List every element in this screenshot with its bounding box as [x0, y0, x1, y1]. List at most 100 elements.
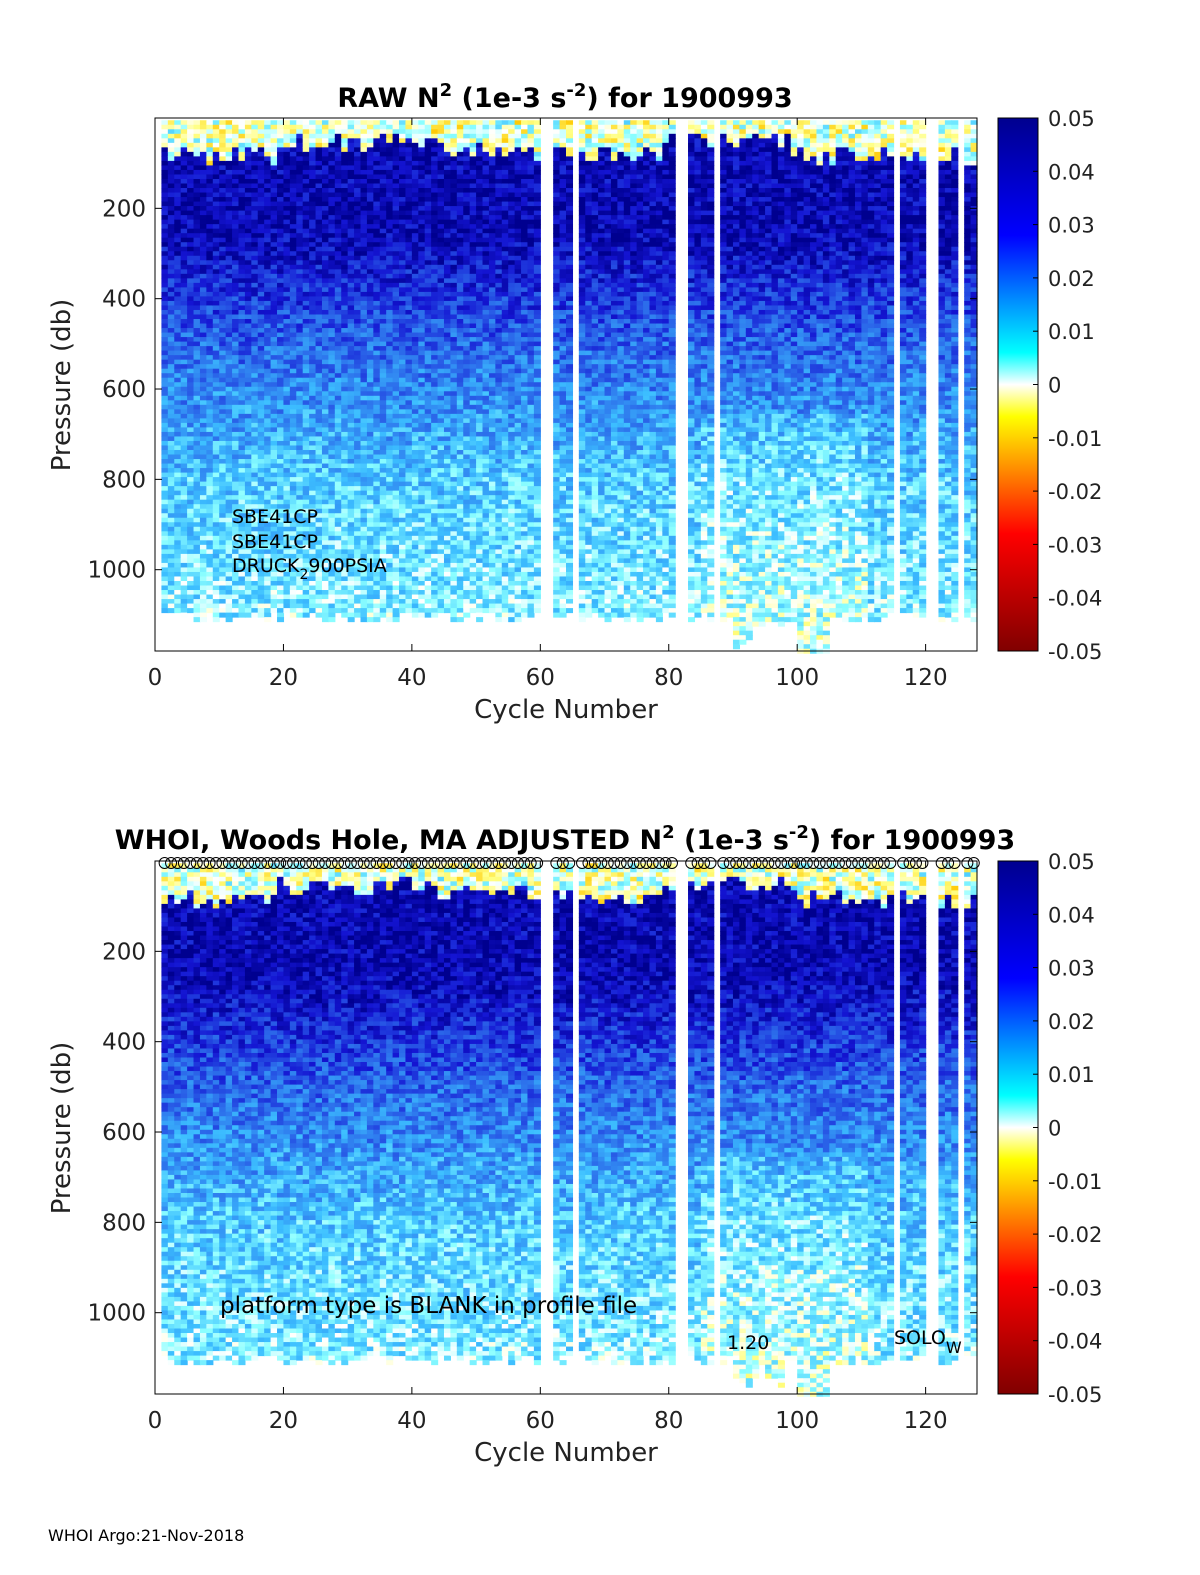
heatmap-cell [251, 508, 259, 514]
heatmap-cell [399, 526, 407, 532]
heatmap-cell [302, 278, 310, 284]
heatmap-cell [296, 233, 304, 239]
heatmap-cell [321, 463, 329, 469]
heatmap-cell [399, 499, 407, 505]
heatmap-cell [244, 264, 252, 270]
heatmap-cell [167, 197, 175, 203]
heatmap-cell [437, 499, 445, 505]
heatmap-cell [219, 219, 227, 225]
heatmap-cell [187, 224, 195, 230]
heatmap-cell [219, 350, 227, 356]
heatmap-cell [193, 422, 201, 428]
heatmap-cell [309, 440, 317, 446]
heatmap-cell [180, 368, 188, 374]
heatmap-cell [180, 608, 188, 614]
heatmap-cell [321, 133, 329, 139]
heatmap-cell [225, 594, 233, 600]
heatmap-cell [283, 291, 291, 297]
heatmap-cell [328, 599, 336, 605]
heatmap-cell [321, 377, 329, 383]
heatmap-cell [232, 282, 240, 288]
heatmap-cell [167, 138, 175, 144]
heatmap-cell [302, 445, 310, 451]
heatmap-cell [315, 147, 323, 153]
heatmap-cell [399, 364, 407, 370]
heatmap-cell [354, 156, 362, 162]
heatmap-cell [443, 567, 451, 573]
heatmap-cell [302, 314, 310, 320]
heatmap-cell [180, 540, 188, 546]
heatmap-cell [161, 567, 169, 573]
heatmap-cell [167, 440, 175, 446]
heatmap-cell [328, 549, 336, 555]
heatmap-cell [315, 544, 323, 550]
heatmap-cell [399, 409, 407, 415]
heatmap-cell [167, 544, 175, 550]
heatmap-cell [219, 495, 227, 501]
heatmap-cell [257, 296, 265, 302]
heatmap-cell [341, 296, 349, 302]
heatmap-cell [232, 296, 240, 302]
heatmap-cell [379, 445, 387, 451]
heatmap-cell [251, 431, 259, 437]
heatmap-cell [405, 599, 413, 605]
heatmap-cell [206, 355, 214, 361]
heatmap-cell [386, 273, 394, 279]
heatmap-cell [418, 404, 426, 410]
heatmap-cell [277, 373, 285, 379]
heatmap-cell [277, 513, 285, 519]
heatmap-cell [251, 314, 259, 320]
heatmap-cell [244, 413, 252, 419]
heatmap-cell [199, 260, 207, 266]
heatmap-cell [354, 224, 362, 230]
heatmap-cell [379, 490, 387, 496]
heatmap-cell [405, 580, 413, 587]
heatmap-cell [347, 337, 355, 343]
heatmap-cell [354, 522, 362, 528]
heatmap-cell [193, 142, 201, 148]
heatmap-cell [315, 413, 323, 419]
heatmap-cell [431, 260, 439, 266]
heatmap-cell [161, 481, 169, 487]
heatmap-cell [418, 129, 426, 135]
heatmap-cell [289, 255, 297, 261]
heatmap-cell [174, 544, 182, 550]
heatmap-cell [399, 395, 407, 401]
heatmap-cell [392, 138, 400, 144]
heatmap-cell [257, 355, 265, 361]
heatmap-cell [418, 219, 426, 225]
heatmap-cell [347, 197, 355, 203]
heatmap-cell [296, 291, 304, 297]
heatmap-cell [366, 337, 374, 343]
heatmap-cell [315, 477, 323, 483]
heatmap-cell [180, 481, 188, 487]
heatmap-cell [321, 282, 329, 288]
heatmap-cell [431, 576, 439, 582]
heatmap-cell [341, 517, 349, 523]
heatmap-cell [431, 197, 439, 203]
heatmap-cell [321, 413, 329, 419]
heatmap-cell [161, 549, 169, 555]
heatmap-cell [379, 513, 387, 519]
heatmap-cell [302, 364, 310, 370]
heatmap-cell [270, 522, 278, 528]
heatmap-cell [424, 355, 432, 361]
heatmap-cell [366, 332, 374, 338]
heatmap-cell [289, 599, 297, 605]
heatmap-cell [347, 124, 355, 130]
heatmap-cell [373, 562, 381, 568]
heatmap-cell [232, 178, 240, 184]
heatmap-cell [373, 147, 381, 153]
heatmap-cell [193, 305, 201, 311]
heatmap-cell [193, 382, 201, 388]
heatmap-cell [174, 472, 182, 478]
heatmap-cell [399, 120, 407, 126]
heatmap-cell [321, 499, 329, 505]
heatmap-cell [321, 590, 329, 596]
heatmap-cell [174, 341, 182, 347]
heatmap-cell [193, 197, 201, 203]
heatmap-cell [161, 445, 169, 451]
heatmap-cell [437, 188, 445, 194]
heatmap-cell [366, 201, 374, 207]
heatmap-cell [347, 517, 355, 523]
